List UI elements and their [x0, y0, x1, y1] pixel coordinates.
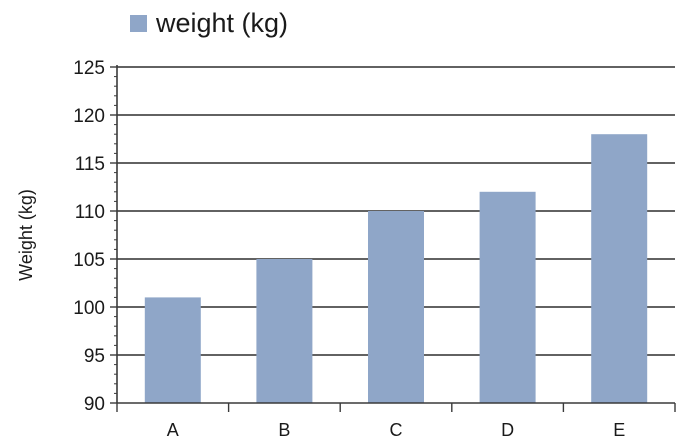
bar-c	[368, 211, 424, 403]
x-tick-label: E	[613, 420, 625, 440]
y-tick-label: 100	[73, 298, 105, 319]
y-tick-label: 95	[84, 346, 105, 367]
x-tick-label: D	[501, 420, 514, 440]
legend-swatch	[130, 15, 147, 32]
x-tick-label: C	[390, 420, 403, 440]
y-tick-label: 125	[73, 58, 105, 79]
x-tick-label: A	[167, 420, 179, 440]
y-tick-label: 115	[75, 154, 105, 175]
y-tick-label: 105	[73, 250, 105, 271]
y-tick-label: 120	[73, 106, 105, 127]
x-tick-label: B	[278, 420, 290, 440]
bar-d	[479, 191, 536, 403]
y-tick-label: 90	[84, 394, 105, 415]
bar-a	[144, 297, 201, 403]
legend: weight (kg)	[130, 8, 288, 39]
y-axis-label: Weight (kg)	[16, 189, 36, 281]
y-tick-label: 110	[75, 202, 105, 223]
bar-b	[256, 259, 313, 403]
bar-e	[591, 134, 648, 403]
legend-label: weight (kg)	[156, 8, 289, 38]
